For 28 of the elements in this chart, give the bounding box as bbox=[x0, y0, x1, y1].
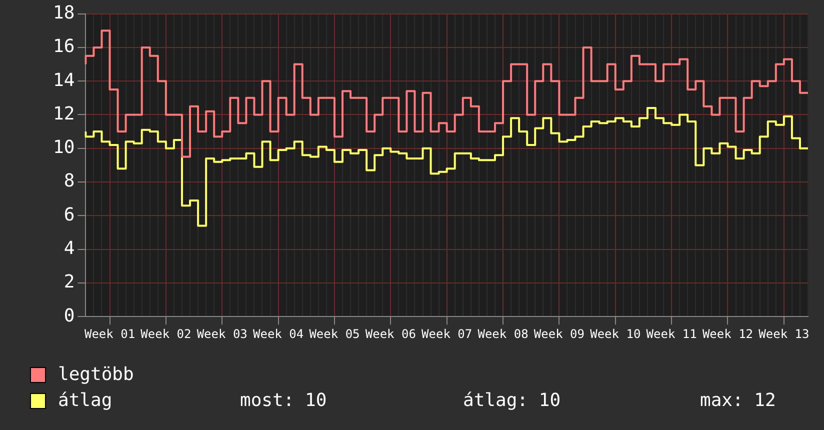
x-tick-label: Week 06 bbox=[365, 326, 416, 341]
y-tick-label: 2 bbox=[64, 272, 75, 293]
x-tick-label: Week 12 bbox=[702, 326, 754, 341]
x-tick-label: Week 10 bbox=[590, 326, 641, 341]
x-tick-label: Week 13 bbox=[758, 326, 810, 341]
legend-label: átlag bbox=[58, 389, 112, 413]
y-tick-label: 18 bbox=[52, 2, 75, 24]
y-tick-label: 14 bbox=[52, 70, 75, 91]
y-tick-label: 6 bbox=[64, 204, 75, 226]
legend-label: legtöbb bbox=[58, 363, 134, 387]
y-tick-label: 8 bbox=[64, 170, 75, 192]
x-tick-label: Week 09 bbox=[534, 326, 584, 341]
text: átlag: 10 bbox=[463, 389, 561, 413]
x-tick-label: Week 07 bbox=[422, 326, 472, 341]
y-tick-label: 4 bbox=[64, 238, 75, 259]
x-tick-label: Week 08 bbox=[478, 326, 528, 341]
x-tick-label: Week 01 bbox=[84, 326, 136, 341]
y-tick-label: 10 bbox=[52, 137, 75, 158]
text: max: 12 bbox=[700, 389, 776, 413]
y-tick-label: 12 bbox=[52, 103, 75, 124]
x-tick-label: Week 03 bbox=[196, 326, 248, 341]
y-tick-label: 16 bbox=[52, 36, 75, 58]
x-tick-label: Week 04 bbox=[253, 326, 304, 341]
x-tick-label: Week 11 bbox=[646, 326, 697, 341]
x-tick-label: Week 05 bbox=[309, 326, 360, 341]
y-tick-label: 0 bbox=[64, 305, 75, 326]
text: most: 10 bbox=[240, 389, 327, 413]
x-tick-label: Week 02 bbox=[140, 326, 192, 341]
